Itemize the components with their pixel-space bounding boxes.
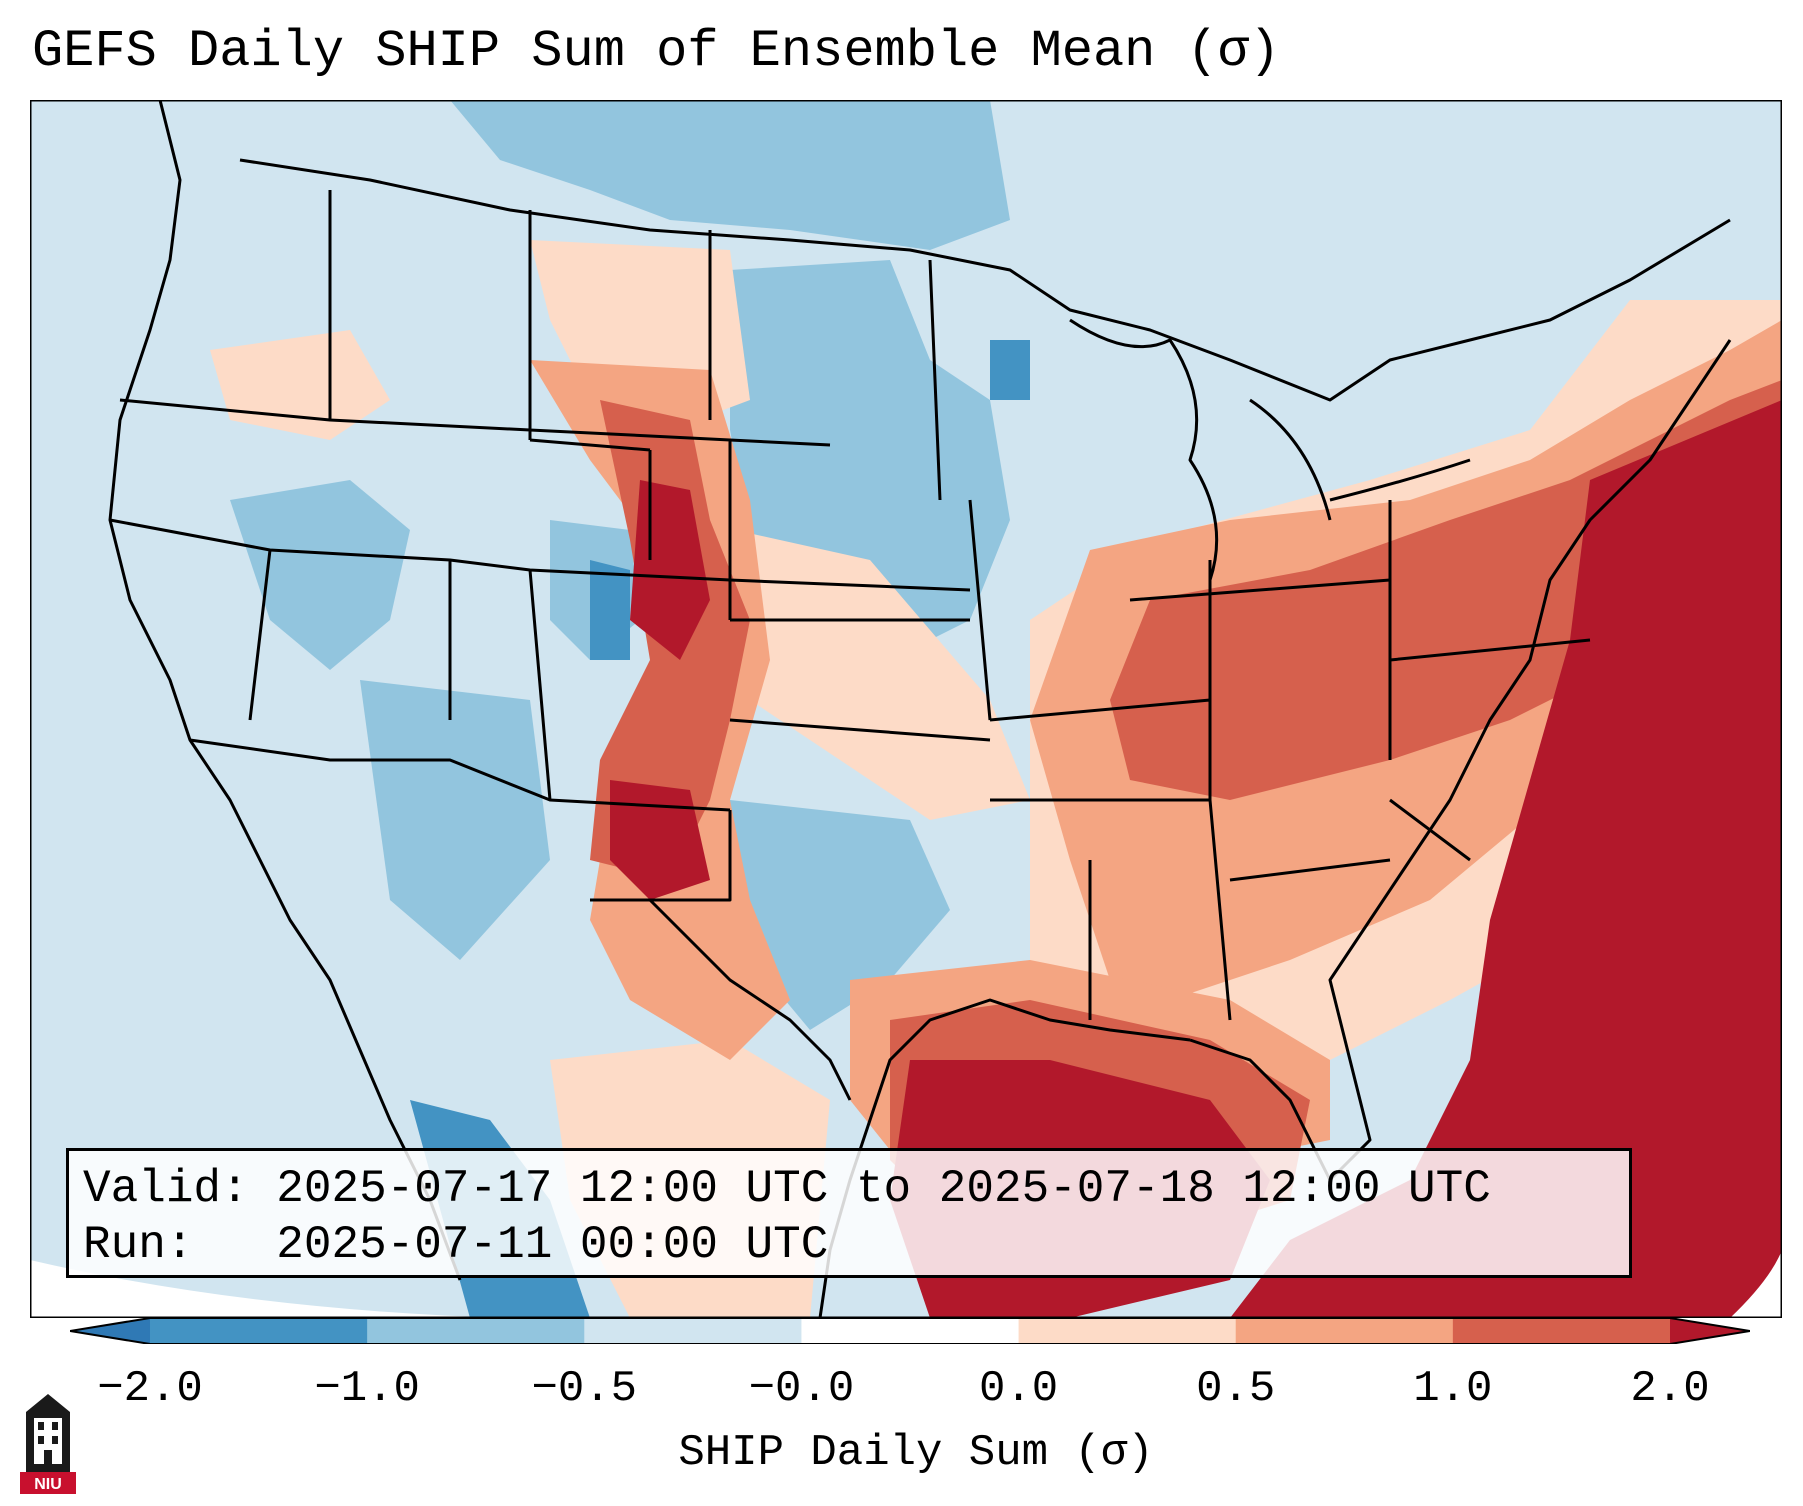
map-panel <box>30 100 1782 1318</box>
anomaly-field <box>30 100 1782 1318</box>
colorbar-segment <box>1018 1318 1237 1344</box>
colorbar-extend-low <box>70 1318 150 1344</box>
colorbar-label: SHIP Daily Sum (σ) <box>678 1428 1154 1478</box>
great-lakes <box>1069 318 1471 581</box>
colorbar-tick-label: 0.5 <box>1196 1364 1276 1414</box>
logo-text: NIU <box>34 1476 62 1493</box>
field-darkest-red-atlantic <box>1230 400 1782 1318</box>
colorbar-segment <box>801 1318 1020 1344</box>
map-title: GEFS Daily SHIP Sum of Ensemble Mean (σ) <box>32 22 1281 81</box>
field-dark-blue-co <box>590 560 630 660</box>
field-mid-blue-west <box>230 480 410 670</box>
us-canada-border <box>239 158 1731 402</box>
run-label: Run: <box>83 1219 194 1271</box>
field-dark-blue-mn <box>990 340 1030 400</box>
field-light-red-plains <box>690 520 1030 820</box>
projection-edge-bottom-right <box>1730 1250 1782 1318</box>
state-lines-north <box>119 190 942 620</box>
colorbar-segment <box>1235 1318 1454 1344</box>
coastline-texas-mexico <box>648 898 852 1101</box>
field-mid-blue-southwest <box>360 680 550 960</box>
field-darkest-red-newmexico <box>610 780 710 900</box>
valid-label: Valid: <box>83 1163 249 1215</box>
field-mid-blue-canada <box>450 100 1010 250</box>
valid-time-info-box: Valid: 2025-07-17 12:00 UTC to 2025-07-1… <box>66 1148 1632 1278</box>
field-mid-red-wyoming <box>530 360 790 1060</box>
valid-value: 2025-07-17 12:00 UTC to 2025-07-18 12:00… <box>276 1163 1491 1215</box>
colorbar <box>70 1318 1750 1344</box>
colorbar-tick-label: 0.0 <box>978 1364 1059 1414</box>
state-lines-south <box>189 718 1471 1021</box>
colorbar-tick-label: −0.5 <box>531 1364 638 1414</box>
niu-logo: NIU <box>20 1394 76 1494</box>
colorbar-tick-label: 1.0 <box>1413 1364 1493 1414</box>
colorbar-segment <box>1452 1318 1671 1344</box>
university-tower-icon <box>26 1394 70 1472</box>
colorbar-segment <box>150 1318 368 1344</box>
colorbar-segment <box>584 1318 802 1344</box>
colorbar-tick-label: −0.0 <box>748 1364 855 1414</box>
run-value: 2025-07-11 00:00 UTC <box>276 1219 829 1271</box>
state-lines-middle <box>109 499 1591 801</box>
colorbar-tick-label: −1.0 <box>314 1364 420 1414</box>
field-mid-blue-texas <box>730 800 950 1030</box>
colorbar-segments <box>70 1318 1750 1344</box>
colorbar-extend-high <box>1670 1318 1750 1344</box>
projection-edge-bottom-left <box>30 1260 730 1318</box>
colorbar-tick-label: 2.0 <box>1630 1364 1710 1414</box>
colorbar-segment <box>367 1318 585 1344</box>
colorbar-tick-label: −2.0 <box>97 1364 203 1414</box>
